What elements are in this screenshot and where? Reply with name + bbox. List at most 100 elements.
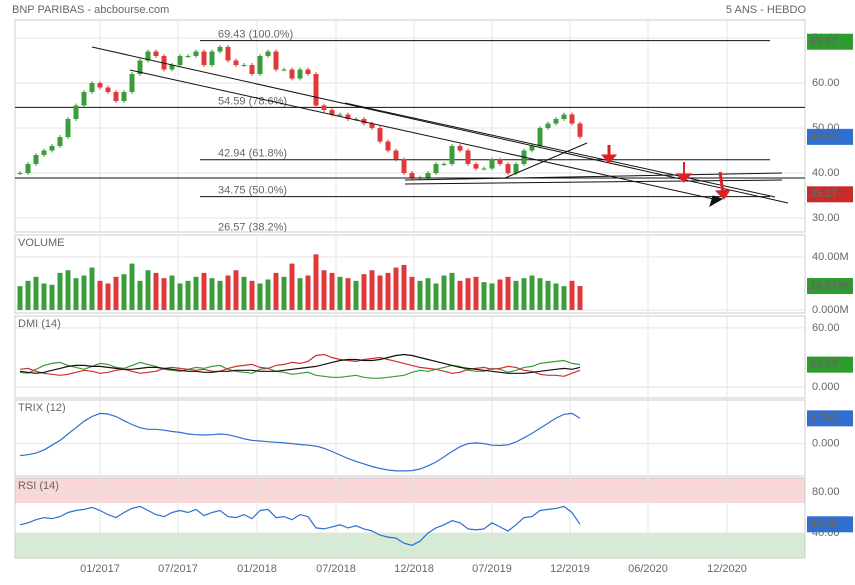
candle — [457, 146, 463, 151]
volume-bar — [417, 280, 423, 310]
volume-bar — [113, 276, 119, 310]
x-tick-label: 01/2017 — [80, 563, 120, 575]
panel — [15, 400, 805, 476]
volume-bar — [345, 278, 351, 310]
volume-bar — [497, 279, 503, 310]
y-tick-label: 0.000M — [812, 304, 849, 316]
candle — [569, 114, 575, 124]
candle — [25, 164, 31, 174]
y-tick-label: 60.00 — [812, 322, 840, 334]
trend-line — [404, 172, 783, 181]
value-badge-label: 35.27 — [810, 188, 838, 200]
candle — [209, 51, 215, 66]
volume-bar — [569, 280, 575, 310]
volume-bar — [265, 279, 271, 310]
volume-bar — [257, 283, 263, 310]
volume-bar — [281, 276, 287, 310]
candle — [513, 164, 519, 174]
volume-bar — [553, 283, 559, 310]
volume-bar — [449, 272, 455, 310]
volume-bar — [273, 272, 279, 310]
candle — [145, 51, 151, 61]
trend-lines — [15, 46, 805, 208]
panel-title: VOLUME — [18, 237, 64, 249]
candle — [241, 65, 247, 67]
trend-line — [129, 69, 719, 201]
y-tick-label: 0.000 — [812, 437, 840, 449]
overbought-zone — [15, 478, 805, 503]
volume-bar — [49, 284, 55, 310]
volume-bar — [425, 278, 431, 310]
sell-arrow — [718, 171, 725, 194]
candle — [377, 128, 383, 142]
volume-bar — [473, 276, 479, 310]
candle — [297, 69, 303, 79]
value-badge — [807, 516, 853, 533]
candle — [113, 92, 119, 102]
candle — [289, 69, 295, 79]
candle — [465, 150, 471, 165]
candle — [217, 47, 223, 52]
candle — [153, 51, 159, 57]
volume-bar — [305, 275, 311, 310]
oversold-zone — [15, 533, 805, 558]
volume-bar — [33, 276, 39, 310]
candle — [577, 123, 583, 137]
candle — [449, 146, 455, 165]
x-tick-label: 07/2019 — [472, 563, 512, 575]
value-badge — [807, 278, 853, 295]
y-tick-label: 60.00 — [812, 77, 840, 89]
candle — [329, 110, 335, 115]
volume-bar — [529, 275, 535, 310]
volume-bar — [249, 280, 255, 310]
volume-bar — [81, 275, 87, 310]
panel-title: TRIX (12) — [18, 402, 66, 414]
candle — [321, 105, 327, 111]
panel-frame — [14, 315, 806, 399]
value-badge-label: 48.04 — [810, 131, 838, 143]
candle — [177, 56, 183, 66]
volume-bar — [545, 280, 551, 310]
candle — [121, 92, 127, 102]
candle — [257, 56, 263, 75]
value-badge-label: 18 070K — [810, 280, 852, 292]
volume-bar — [561, 286, 567, 310]
candle — [65, 119, 71, 138]
candle — [57, 137, 63, 147]
volume-bar — [25, 280, 31, 310]
panel — [15, 235, 805, 313]
candle — [561, 114, 567, 120]
signal-arrows — [600, 145, 731, 200]
panel-frame — [14, 19, 806, 233]
candle — [73, 105, 79, 120]
candle — [265, 51, 271, 57]
fib-label: 69.43 (100.0%) — [218, 28, 293, 40]
volume-bar — [465, 278, 471, 310]
value-badge — [807, 128, 853, 145]
volume-bar — [377, 275, 383, 310]
x-tick-label: 12/2020 — [707, 563, 747, 575]
candle — [249, 65, 255, 75]
panel-frame — [14, 234, 806, 314]
indicator-line — [19, 353, 581, 377]
volume-bar — [57, 272, 63, 310]
fib-label: 42.94 (61.8%) — [218, 148, 287, 160]
volume-bar — [537, 278, 543, 310]
candle — [105, 87, 111, 93]
candle — [49, 146, 55, 151]
panel — [15, 316, 805, 398]
volume-bar — [441, 275, 447, 310]
chart-title: BNP PARIBAS - abcbourse.com — [12, 4, 169, 16]
sell-arrow — [600, 154, 618, 164]
candle — [473, 164, 479, 169]
candle — [433, 164, 439, 174]
volume-bar — [161, 278, 167, 310]
candle — [169, 65, 175, 70]
volume-bar — [41, 283, 47, 310]
trend-line — [91, 46, 789, 204]
candle — [17, 173, 23, 175]
x-tick-label: 01/2018 — [237, 563, 277, 575]
chart-subtitle: 5 ANS - HEBDO — [726, 4, 807, 16]
value-badge — [807, 186, 853, 203]
